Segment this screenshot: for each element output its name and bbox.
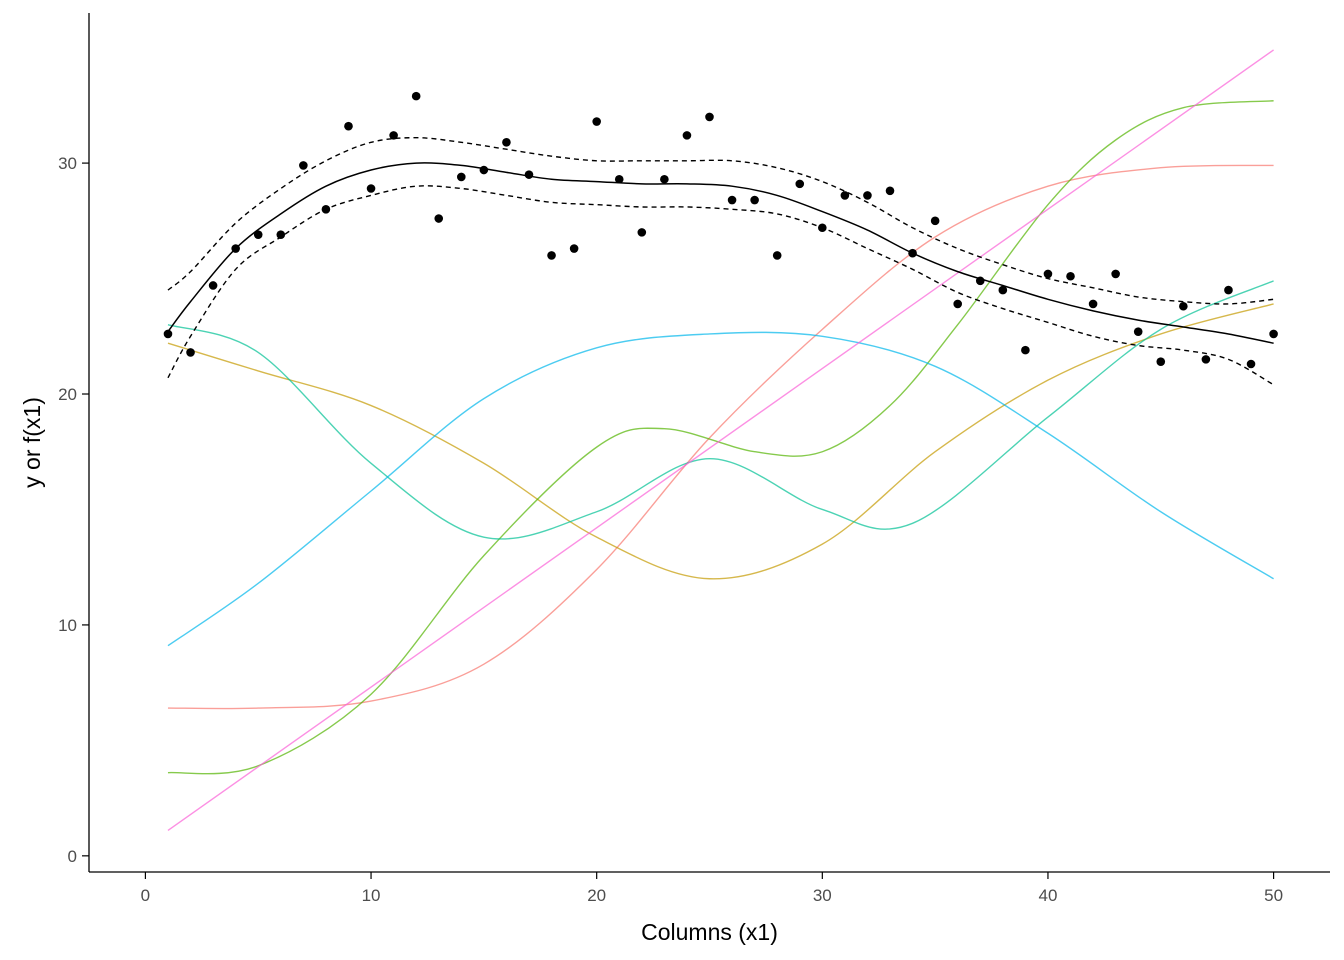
series-line-basis-2 xyxy=(167,303,1274,580)
data-point xyxy=(186,348,195,357)
data-point xyxy=(389,131,398,140)
y-axis-title: y or f(x1) xyxy=(19,397,45,488)
series-line-basis-4 xyxy=(167,280,1274,540)
data-point xyxy=(614,174,624,184)
y-tick-label: 0 xyxy=(68,847,77,866)
data-point xyxy=(863,191,872,200)
data-point xyxy=(772,251,782,260)
data-point xyxy=(366,184,376,193)
y-tick-label: 30 xyxy=(58,154,77,173)
data-point xyxy=(163,329,173,339)
data-point xyxy=(276,230,286,239)
basis-series-layer xyxy=(167,49,1274,832)
x-tick-label: 10 xyxy=(362,886,381,905)
data-point xyxy=(637,228,647,237)
fit-line xyxy=(167,162,1274,344)
data-point xyxy=(908,248,917,258)
data-point xyxy=(1179,301,1188,311)
data-point xyxy=(750,195,759,205)
data-point xyxy=(885,186,895,196)
series-line-basis-1 xyxy=(167,164,1274,710)
data-point xyxy=(253,230,263,239)
data-point xyxy=(998,285,1008,295)
ticks-layer: 0 10 20 30 40 50 0 10 20 30 xyxy=(58,154,1283,905)
x-tick-label: 20 xyxy=(587,886,606,905)
points-layer xyxy=(163,91,1278,369)
data-point xyxy=(1088,299,1098,309)
data-point xyxy=(953,299,962,309)
x-tick-label: 40 xyxy=(1038,886,1057,905)
data-point xyxy=(930,216,940,226)
series-line-basis-3 xyxy=(167,100,1274,775)
fit-layer xyxy=(167,136,1274,386)
data-point xyxy=(1201,355,1211,364)
data-point xyxy=(592,117,601,126)
data-point xyxy=(1224,285,1233,295)
data-point xyxy=(321,204,331,214)
data-point xyxy=(975,276,985,286)
data-point xyxy=(479,165,489,175)
data-point xyxy=(344,121,353,131)
x-axis-title: Columns (x1) xyxy=(641,919,778,945)
data-point xyxy=(502,138,511,147)
axes-layer xyxy=(88,13,1330,873)
data-point xyxy=(547,251,556,260)
data-point xyxy=(1246,359,1256,369)
series-line-basis-5 xyxy=(167,331,1274,647)
data-point xyxy=(705,112,714,122)
data-point xyxy=(1043,269,1053,279)
y-tick-label: 20 xyxy=(58,385,77,404)
data-point xyxy=(299,161,308,170)
data-point xyxy=(411,91,421,101)
data-point xyxy=(682,131,692,140)
data-point xyxy=(434,214,444,223)
x-tick-label: 0 xyxy=(141,886,150,905)
y-tick-label: 10 xyxy=(58,616,77,635)
data-point xyxy=(1111,269,1120,279)
data-point xyxy=(795,179,805,189)
data-point xyxy=(1133,327,1143,336)
upper-band-line xyxy=(167,136,1274,305)
series-line-basis-6 xyxy=(167,49,1274,832)
data-point xyxy=(660,174,669,184)
data-point xyxy=(457,172,466,182)
data-point xyxy=(524,170,534,179)
data-point xyxy=(727,195,737,205)
lower-band-line xyxy=(167,185,1274,386)
x-tick-label: 50 xyxy=(1264,886,1283,905)
data-point xyxy=(1156,357,1166,366)
data-point xyxy=(818,223,827,233)
data-point xyxy=(1269,329,1278,339)
data-point xyxy=(840,191,850,200)
x-tick-label: 30 xyxy=(813,886,832,905)
data-point xyxy=(231,244,240,253)
data-point xyxy=(208,281,218,290)
data-point xyxy=(1066,271,1075,281)
data-point xyxy=(569,244,579,253)
data-point xyxy=(1021,345,1030,355)
